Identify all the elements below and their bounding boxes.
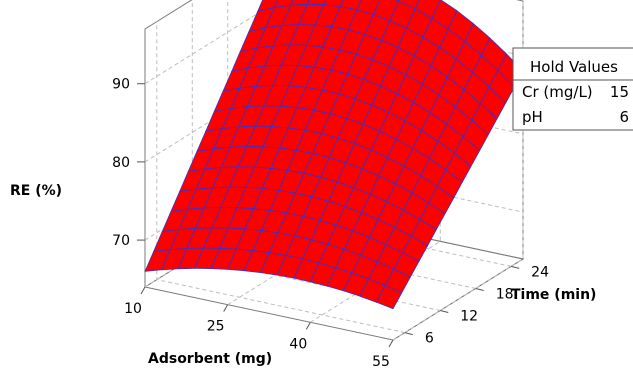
y-tick-mark	[440, 310, 449, 314]
x-tick-label: 10	[124, 301, 142, 317]
x-tick-label: 55	[372, 354, 390, 370]
x-tick-mark	[305, 322, 311, 330]
y-tick-label: 12	[460, 309, 478, 325]
y-gridline	[156, 21, 405, 334]
x-tick-label: 40	[289, 336, 307, 352]
hold-values-title: Hold Values	[530, 58, 618, 76]
x-tick-label: 25	[207, 319, 225, 335]
hold-values-box: Hold Values Cr (mg/L) 15 pH 6	[512, 47, 633, 131]
surface-cell	[375, 285, 403, 310]
response-surface	[144, 0, 524, 310]
y-tick-mark	[404, 332, 413, 336]
z-tick-label: 90	[112, 77, 130, 93]
y-tick-label: 24	[531, 264, 549, 280]
z-axis-title: RE (%)	[10, 183, 62, 199]
x-tick-mark	[223, 304, 229, 312]
hold-row-1-name: pH	[522, 108, 543, 126]
x-tick-mark	[140, 286, 146, 295]
hold-row-0-name: Cr (mg/L)	[522, 83, 593, 101]
y-tick-label: 6	[425, 331, 434, 347]
x-tick-mark	[388, 339, 394, 348]
y-tick-label: 18	[496, 286, 514, 302]
y-tick-mark	[511, 265, 520, 269]
z-tick-label: 70	[112, 233, 130, 249]
hold-row-0-value: 15	[610, 83, 629, 101]
z-tick-label: 80	[112, 155, 130, 171]
hold-row-1-value: 6	[619, 108, 629, 126]
y-tick-mark	[475, 287, 484, 291]
x-axis-title: Adsorbent (mg)	[148, 351, 272, 367]
axis-ticks: 70 80 90 10 25 40 55 6 12 18 24	[112, 77, 549, 370]
y-axis-title: Time (min)	[511, 287, 596, 303]
